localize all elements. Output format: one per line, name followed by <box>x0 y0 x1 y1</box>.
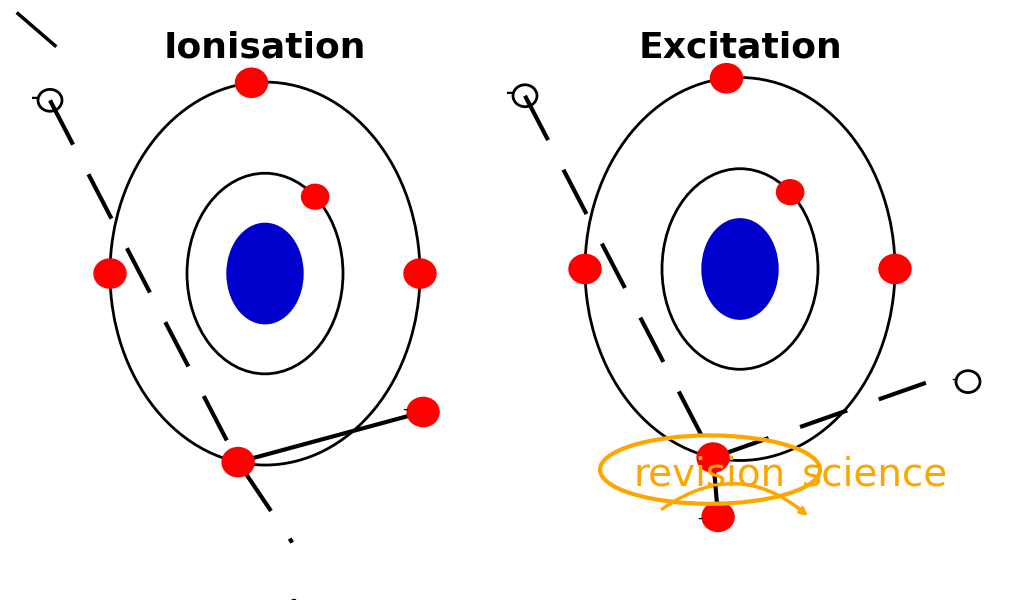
Circle shape <box>702 502 734 532</box>
Text: science: science <box>802 455 948 493</box>
Circle shape <box>569 254 601 284</box>
Circle shape <box>94 259 126 288</box>
Ellipse shape <box>227 223 303 324</box>
Circle shape <box>408 397 439 427</box>
Circle shape <box>879 254 911 284</box>
Text: -: - <box>291 590 296 600</box>
Circle shape <box>404 259 436 288</box>
Text: -: - <box>697 511 702 526</box>
Text: -: - <box>506 84 514 102</box>
Circle shape <box>711 64 742 93</box>
Text: revision: revision <box>634 455 786 493</box>
Circle shape <box>776 180 804 205</box>
Circle shape <box>301 184 329 209</box>
Text: -: - <box>402 402 408 417</box>
Text: Ionisation: Ionisation <box>164 31 367 64</box>
Circle shape <box>697 443 729 472</box>
Text: Excitation: Excitation <box>638 31 842 64</box>
Text: -: - <box>951 370 957 388</box>
Circle shape <box>236 68 267 97</box>
Text: -: - <box>32 89 39 107</box>
Ellipse shape <box>702 219 778 319</box>
Circle shape <box>222 448 254 477</box>
